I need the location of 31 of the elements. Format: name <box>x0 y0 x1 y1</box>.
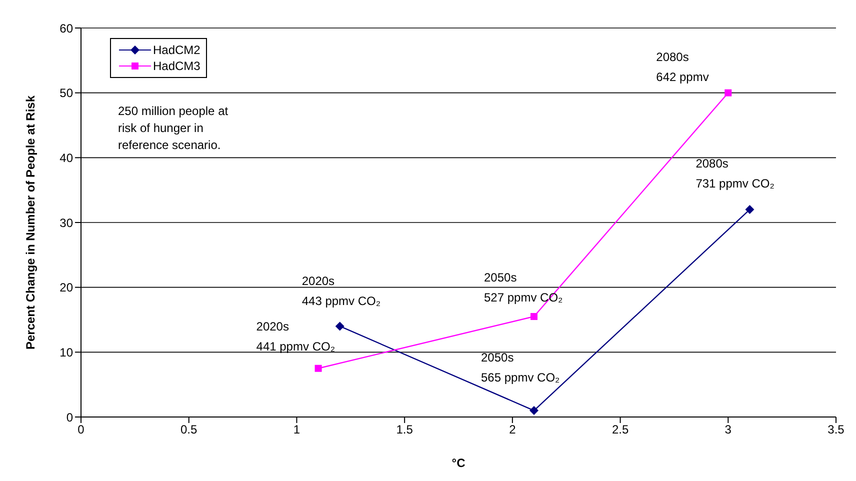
y-tick-label: 0 <box>66 410 74 424</box>
y-tick-label: 50 <box>60 86 74 100</box>
annotation: 2080s 731 ppmv CO₂ <box>696 156 775 191</box>
point <box>530 406 538 416</box>
legend-label: HadCM3 <box>153 58 200 74</box>
point <box>724 89 732 96</box>
y-tick-label: 20 <box>60 280 74 295</box>
x-tick-label: 1 <box>293 422 300 437</box>
x-tick-label: 1.5 <box>396 422 414 437</box>
point <box>530 313 538 320</box>
y-tick-label: 40 <box>60 150 74 165</box>
point <box>335 322 344 331</box>
legend-label: HadCM2 <box>153 42 200 58</box>
annotation: 2050s 565 ppmv CO₂ <box>481 350 560 385</box>
y-axis-title: Percent Change in Number of People at Risk <box>23 95 38 350</box>
point <box>314 364 322 372</box>
annotation: 2080s 642 ppmv <box>656 50 709 84</box>
point <box>745 205 754 214</box>
annotation: 2020s 443 ppmv CO₂ <box>302 274 381 308</box>
x-tick-label: 2 <box>509 422 516 437</box>
y-tick-label: 30 <box>60 216 74 230</box>
x-tick-label: 3.5 <box>828 422 845 437</box>
y-tick-label: 60 <box>60 21 74 36</box>
x-axis-title: °C <box>452 456 466 470</box>
x-tick-label: 2.5 <box>612 422 629 437</box>
y-tick-label: 10 <box>60 345 74 360</box>
x-tick-label: 0 <box>78 422 85 437</box>
annotation: 2020s 441 ppmv CO₂ <box>256 319 336 354</box>
annotation: 250 million people at risk of hunger in reference scenario. <box>118 104 229 152</box>
x-tick-label: 3 <box>724 422 732 437</box>
x-tick-label: 0.5 <box>180 422 198 437</box>
